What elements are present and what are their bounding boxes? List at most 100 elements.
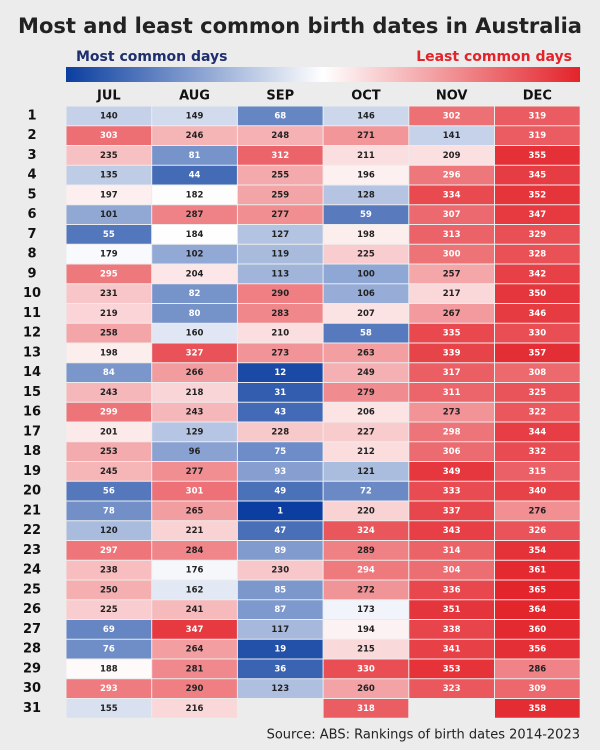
heatmap-cell <box>409 639 494 659</box>
source: Source: ABS: Rankings of birth dates 201… <box>267 728 580 743</box>
heatmap-cell <box>409 600 494 619</box>
heatmap-cell <box>237 264 323 284</box>
cell-value: 315 <box>528 467 546 477</box>
heatmap-cell <box>66 304 152 323</box>
heatmap-cell <box>66 422 152 442</box>
heatmap-cell <box>323 639 409 659</box>
row-label: 28 <box>23 642 41 657</box>
heatmap-cell <box>152 620 237 639</box>
cell-value: 297 <box>100 546 118 556</box>
cell-value: 283 <box>271 309 289 319</box>
cell-value: 336 <box>443 585 461 595</box>
cell-value: 198 <box>357 230 375 240</box>
cell-value: 231 <box>100 289 118 299</box>
row-label: 27 <box>23 622 41 637</box>
cell-value: 58 <box>360 329 372 339</box>
cell-value: 207 <box>357 309 375 319</box>
heatmap-cell <box>323 323 409 343</box>
heatmap-cell <box>323 264 409 284</box>
heatmap-cell <box>237 402 323 422</box>
cell-value: 337 <box>443 506 461 516</box>
cell-value: 341 <box>443 645 461 655</box>
cell-value: 68 <box>274 111 286 121</box>
cell-value: 258 <box>100 329 118 339</box>
cell-value: 312 <box>271 151 289 161</box>
cell-value: 284 <box>186 546 204 556</box>
heatmap-cell <box>409 363 494 382</box>
heatmap-cell <box>66 343 152 363</box>
heatmap-cell <box>323 659 409 679</box>
heatmap-cell <box>237 205 323 224</box>
cell-value: 306 <box>443 447 461 457</box>
heatmap-cell <box>409 620 494 639</box>
cell-value: 301 <box>186 487 204 497</box>
heatmap-cell <box>237 442 323 461</box>
heatmap-cell <box>66 284 152 303</box>
heatmap-cell <box>409 165 494 185</box>
cell-value: 364 <box>528 605 546 615</box>
heatmap-cell <box>237 580 323 600</box>
row-label: 2 <box>27 128 36 143</box>
heatmap-cell <box>152 541 237 560</box>
cell-value: 298 <box>443 427 461 437</box>
heatmap-cell <box>409 501 494 521</box>
heatmap-cell <box>237 146 323 165</box>
cell-value: 295 <box>100 269 118 279</box>
heatmap-cell <box>152 462 237 481</box>
cell-value: 173 <box>357 605 375 615</box>
heatmap-cell <box>152 402 237 422</box>
heatmap-cell <box>66 600 152 619</box>
heatmap-cell <box>409 560 494 580</box>
heatmap-cell <box>152 580 237 600</box>
cell-value: 89 <box>274 546 286 556</box>
cell-value: 355 <box>528 151 546 161</box>
cell-value: 332 <box>528 447 546 457</box>
heatmap-cell <box>495 146 580 165</box>
heatmap-cell <box>66 106 152 126</box>
cell-value: 342 <box>528 269 546 279</box>
heatmap-cell <box>323 244 409 264</box>
cell-value: 75 <box>274 447 286 457</box>
heatmap-cell <box>152 600 237 619</box>
heatmap-cell <box>495 679 580 698</box>
cell-value: 228 <box>271 427 289 437</box>
row-label: 13 <box>23 345 41 360</box>
heatmap-cell <box>323 600 409 619</box>
cell-value: 314 <box>443 546 461 556</box>
cell-value: 360 <box>528 625 546 635</box>
heatmap-cell <box>237 225 323 244</box>
cell-value: 290 <box>186 684 204 694</box>
cell-value: 290 <box>271 289 289 299</box>
heatmap-cell <box>409 146 494 165</box>
cell-value: 227 <box>357 427 375 437</box>
heatmap-cell <box>237 363 323 382</box>
cell-value: 279 <box>357 388 375 398</box>
cell-value: 277 <box>271 210 289 220</box>
heatmap-cell <box>237 620 323 639</box>
heatmap-cell <box>495 165 580 185</box>
heatmap-cell <box>66 679 152 698</box>
cell-value: 353 <box>443 664 461 674</box>
heatmap-cell <box>409 106 494 126</box>
heatmap-cell <box>66 126 152 145</box>
row-label: 14 <box>23 365 41 380</box>
heatmap-cell <box>323 422 409 442</box>
cell-value: 318 <box>357 704 375 714</box>
heatmap-cell <box>152 126 237 145</box>
cell-value: 129 <box>186 427 204 437</box>
cell-value: 347 <box>186 625 204 635</box>
cell-value: 246 <box>186 131 204 141</box>
cell-value: 44 <box>189 171 201 181</box>
heatmap-cell <box>323 699 409 718</box>
row-label: 31 <box>23 701 41 716</box>
heatmap-cell <box>66 501 152 521</box>
heatmap-cell <box>237 560 323 580</box>
row-label: 24 <box>23 563 41 578</box>
cell-value: 340 <box>528 487 546 497</box>
heatmap-cell <box>495 560 580 580</box>
row-label: 22 <box>23 523 41 538</box>
cell-value: 19 <box>274 645 286 655</box>
cell-value: 250 <box>100 585 118 595</box>
heatmap-cell <box>495 244 580 264</box>
cell-value: 308 <box>528 368 546 378</box>
